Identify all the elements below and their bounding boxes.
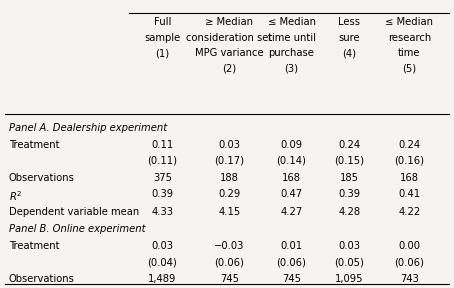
Text: Panel A. Dealership experiment: Panel A. Dealership experiment [9,123,167,133]
Text: 4.28: 4.28 [338,207,360,217]
Text: MPG variance: MPG variance [195,48,263,58]
Text: (0.17): (0.17) [214,156,244,166]
Text: purchase: purchase [269,48,315,58]
Text: (0.06): (0.06) [395,257,424,268]
Text: Observations: Observations [9,274,75,284]
Text: (0.04): (0.04) [148,257,178,268]
Text: 0.47: 0.47 [281,189,302,199]
Text: (4): (4) [342,48,356,58]
Text: 1,095: 1,095 [335,274,364,284]
Text: ≤ Median: ≤ Median [385,17,434,27]
Text: Less: Less [338,17,360,27]
Text: (0.06): (0.06) [276,257,306,268]
Text: 4.27: 4.27 [281,207,303,217]
Text: 0.01: 0.01 [281,241,302,251]
Text: 0.39: 0.39 [338,189,360,199]
Text: 4.33: 4.33 [152,207,173,217]
Text: 4.22: 4.22 [398,207,420,217]
Text: Dependent variable mean: Dependent variable mean [9,207,139,217]
Text: ≤ Median: ≤ Median [267,17,316,27]
Text: (0.15): (0.15) [334,156,365,166]
Text: (3): (3) [285,64,299,73]
Text: 0.24: 0.24 [398,140,420,150]
Text: research: research [388,33,431,43]
Text: sample: sample [144,33,181,43]
Text: (2): (2) [222,64,236,73]
Text: (0.11): (0.11) [148,156,178,166]
Text: (0.05): (0.05) [335,257,364,268]
Text: 0.03: 0.03 [218,140,240,150]
Text: Treatment: Treatment [9,140,59,150]
Text: (1): (1) [155,48,169,58]
Text: 0.29: 0.29 [218,189,240,199]
Text: 375: 375 [153,173,172,183]
Text: 1,489: 1,489 [148,274,177,284]
Text: 0.09: 0.09 [281,140,302,150]
Text: 185: 185 [340,173,359,183]
Text: (5): (5) [402,64,416,73]
Text: ≥ Median: ≥ Median [205,17,253,27]
Text: sure: sure [339,33,360,43]
Text: time: time [398,48,421,58]
Text: (0.06): (0.06) [214,257,244,268]
Text: time until: time until [267,33,316,43]
Text: 168: 168 [282,173,301,183]
Text: (0.16): (0.16) [395,156,424,166]
Text: 168: 168 [400,173,419,183]
Text: 0.41: 0.41 [398,189,420,199]
Text: 743: 743 [400,274,419,284]
Text: Treatment: Treatment [9,241,59,251]
Text: 0.11: 0.11 [151,140,173,150]
Text: consideration set: consideration set [186,33,272,43]
Text: 0.00: 0.00 [399,241,420,251]
Text: 188: 188 [220,173,239,183]
Text: 745: 745 [220,274,239,284]
Text: $R^2$: $R^2$ [9,189,22,203]
Text: 0.03: 0.03 [338,241,360,251]
Text: 4.15: 4.15 [218,207,240,217]
Text: 0.03: 0.03 [152,241,173,251]
Text: Observations: Observations [9,173,75,183]
Text: −0.03: −0.03 [214,241,244,251]
Text: 0.24: 0.24 [338,140,360,150]
Text: (0.14): (0.14) [276,156,306,166]
Text: Full: Full [154,17,171,27]
Text: 0.39: 0.39 [152,189,173,199]
Text: 745: 745 [282,274,301,284]
Text: Panel B. Online experiment: Panel B. Online experiment [9,224,145,234]
